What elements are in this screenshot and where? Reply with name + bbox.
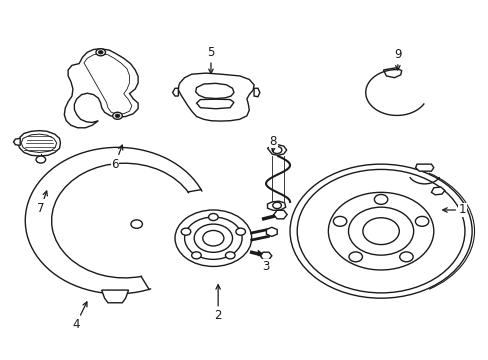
Circle shape bbox=[191, 252, 201, 259]
Circle shape bbox=[289, 164, 471, 298]
Text: 8: 8 bbox=[269, 135, 276, 152]
Text: 3: 3 bbox=[258, 251, 269, 273]
Polygon shape bbox=[21, 134, 57, 153]
Circle shape bbox=[333, 216, 346, 226]
Polygon shape bbox=[267, 201, 285, 210]
Circle shape bbox=[194, 224, 232, 252]
Circle shape bbox=[348, 252, 362, 262]
Polygon shape bbox=[383, 68, 401, 78]
Polygon shape bbox=[172, 88, 178, 96]
Circle shape bbox=[374, 194, 387, 204]
Circle shape bbox=[399, 252, 412, 262]
Polygon shape bbox=[273, 210, 286, 219]
Circle shape bbox=[98, 50, 103, 54]
Polygon shape bbox=[195, 83, 233, 99]
Text: 5: 5 bbox=[207, 46, 214, 73]
Text: 7: 7 bbox=[37, 191, 47, 215]
Circle shape bbox=[362, 218, 399, 244]
Polygon shape bbox=[266, 227, 277, 237]
Circle shape bbox=[96, 49, 105, 56]
Text: 4: 4 bbox=[72, 302, 87, 331]
Text: 2: 2 bbox=[214, 285, 222, 322]
Polygon shape bbox=[14, 138, 20, 145]
Circle shape bbox=[203, 230, 224, 246]
Polygon shape bbox=[102, 290, 128, 303]
Circle shape bbox=[181, 228, 190, 235]
Circle shape bbox=[272, 147, 281, 154]
Polygon shape bbox=[260, 252, 271, 260]
Circle shape bbox=[184, 217, 242, 259]
Circle shape bbox=[225, 252, 235, 259]
Polygon shape bbox=[254, 88, 259, 97]
Circle shape bbox=[272, 202, 281, 208]
Polygon shape bbox=[415, 164, 433, 171]
Circle shape bbox=[131, 220, 142, 228]
Polygon shape bbox=[18, 131, 61, 156]
Circle shape bbox=[112, 112, 122, 119]
Text: 6: 6 bbox=[111, 145, 122, 171]
Circle shape bbox=[414, 216, 428, 226]
Text: 1: 1 bbox=[442, 203, 466, 216]
Circle shape bbox=[175, 210, 251, 266]
Circle shape bbox=[348, 207, 413, 255]
Circle shape bbox=[328, 192, 433, 270]
Polygon shape bbox=[178, 73, 254, 121]
Polygon shape bbox=[196, 99, 233, 109]
Polygon shape bbox=[64, 49, 138, 128]
Polygon shape bbox=[267, 145, 286, 155]
Circle shape bbox=[235, 228, 245, 235]
Circle shape bbox=[36, 156, 45, 163]
Circle shape bbox=[297, 170, 464, 293]
Text: 9: 9 bbox=[393, 48, 401, 70]
Polygon shape bbox=[430, 187, 444, 195]
Circle shape bbox=[208, 213, 218, 221]
Circle shape bbox=[115, 114, 120, 118]
